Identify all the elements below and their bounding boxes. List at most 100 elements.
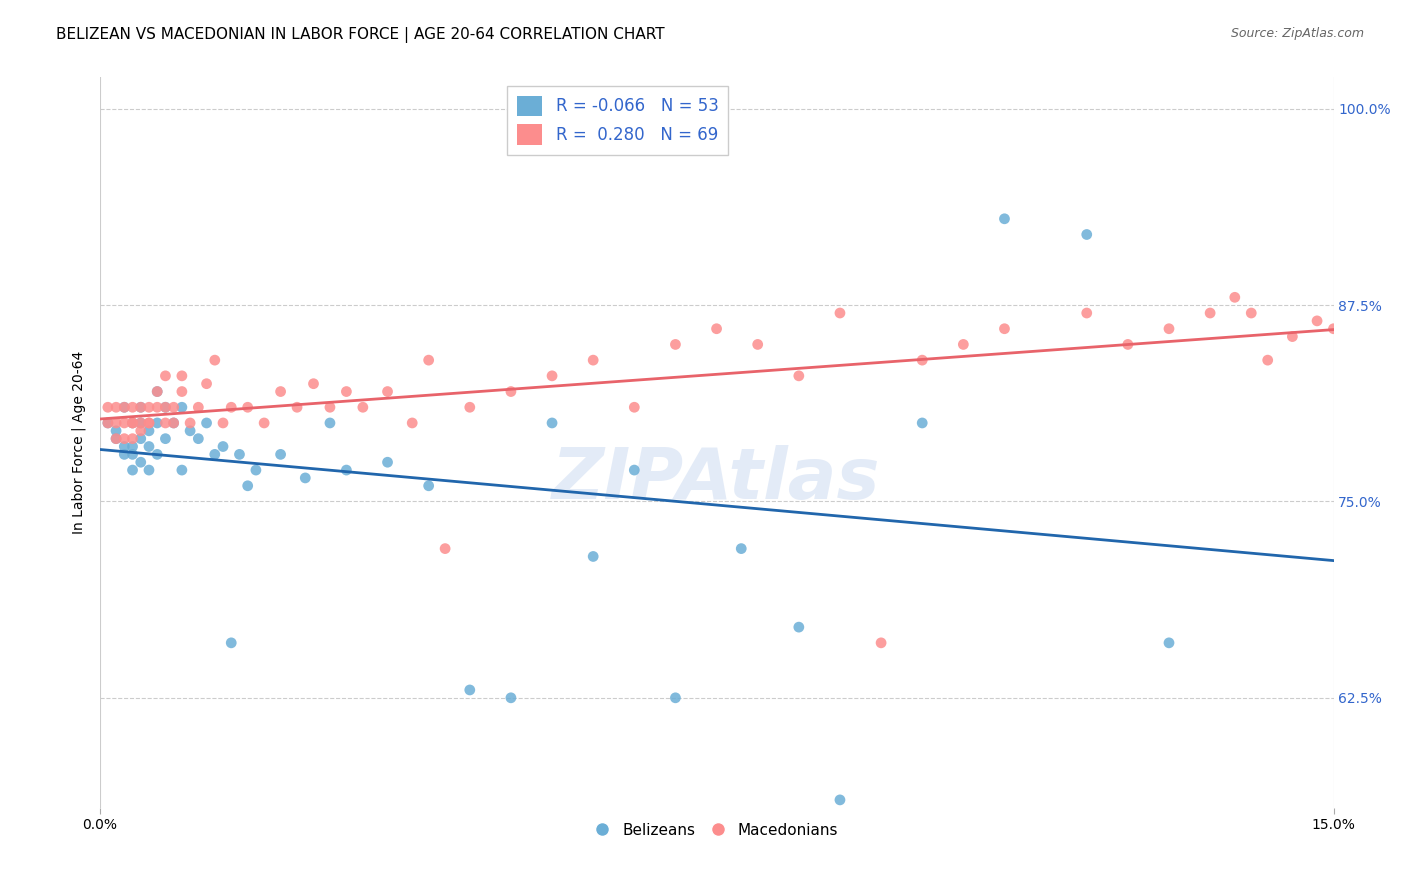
Point	[138, 416, 160, 430]
Point	[828, 793, 851, 807]
Point	[1223, 290, 1246, 304]
Point	[335, 384, 357, 399]
Point	[377, 455, 399, 469]
Point	[146, 447, 169, 461]
Point	[1157, 636, 1180, 650]
Point	[112, 401, 135, 415]
Point	[121, 416, 143, 430]
Point	[1157, 322, 1180, 336]
Point	[1076, 227, 1098, 242]
Point	[146, 384, 169, 399]
Point	[170, 401, 193, 415]
Point	[163, 416, 186, 430]
Point	[97, 416, 120, 430]
Point	[911, 416, 934, 430]
Point	[138, 463, 160, 477]
Point	[541, 416, 564, 430]
Point	[105, 401, 128, 415]
Point	[270, 384, 292, 399]
Point	[129, 401, 152, 415]
Point	[138, 440, 160, 454]
Point	[121, 447, 143, 461]
Point	[582, 549, 605, 564]
Point	[97, 416, 120, 430]
Point	[170, 384, 193, 399]
Point	[993, 322, 1015, 336]
Point	[335, 463, 357, 477]
Point	[319, 416, 342, 430]
Point	[499, 690, 522, 705]
Point	[730, 541, 752, 556]
Point	[129, 416, 152, 430]
Point	[706, 322, 728, 336]
Point	[129, 401, 152, 415]
Point	[228, 447, 250, 461]
Point	[236, 479, 259, 493]
Point	[155, 432, 177, 446]
Y-axis label: In Labor Force | Age 20-64: In Labor Force | Age 20-64	[72, 351, 86, 534]
Point	[105, 416, 128, 430]
Point	[105, 424, 128, 438]
Point	[170, 463, 193, 477]
Point	[294, 471, 316, 485]
Point	[155, 401, 177, 415]
Point	[97, 401, 120, 415]
Point	[270, 447, 292, 461]
Point	[434, 541, 457, 556]
Point	[129, 455, 152, 469]
Point	[112, 440, 135, 454]
Point	[204, 353, 226, 368]
Point	[163, 401, 186, 415]
Point	[138, 424, 160, 438]
Point	[623, 463, 645, 477]
Text: BELIZEAN VS MACEDONIAN IN LABOR FORCE | AGE 20-64 CORRELATION CHART: BELIZEAN VS MACEDONIAN IN LABOR FORCE | …	[56, 27, 665, 43]
Text: ZIPAtlas: ZIPAtlas	[553, 444, 880, 514]
Point	[401, 416, 423, 430]
Point	[787, 368, 810, 383]
Point	[112, 432, 135, 446]
Point	[664, 337, 686, 351]
Point	[952, 337, 974, 351]
Legend: Belizeans, Macedonians: Belizeans, Macedonians	[589, 817, 845, 844]
Point	[828, 306, 851, 320]
Point	[146, 401, 169, 415]
Point	[253, 416, 276, 430]
Point	[121, 432, 143, 446]
Point	[121, 416, 143, 430]
Point	[195, 416, 218, 430]
Point	[204, 447, 226, 461]
Point	[418, 353, 440, 368]
Point	[458, 682, 481, 697]
Point	[1306, 314, 1329, 328]
Point	[1199, 306, 1222, 320]
Point	[179, 416, 201, 430]
Point	[1322, 322, 1344, 336]
Point	[146, 416, 169, 430]
Point	[105, 432, 128, 446]
Point	[138, 401, 160, 415]
Point	[112, 416, 135, 430]
Point	[1281, 329, 1303, 343]
Point	[121, 401, 143, 415]
Point	[219, 401, 242, 415]
Point	[319, 401, 342, 415]
Point	[187, 401, 209, 415]
Point	[121, 463, 143, 477]
Point	[129, 432, 152, 446]
Point	[1257, 353, 1279, 368]
Point	[121, 416, 143, 430]
Point	[112, 401, 135, 415]
Point	[747, 337, 769, 351]
Point	[993, 211, 1015, 226]
Point	[129, 424, 152, 438]
Point	[170, 368, 193, 383]
Point	[138, 416, 160, 430]
Point	[245, 463, 267, 477]
Point	[195, 376, 218, 391]
Point	[1076, 306, 1098, 320]
Point	[121, 440, 143, 454]
Point	[377, 384, 399, 399]
Point	[352, 401, 374, 415]
Point	[664, 690, 686, 705]
Point	[163, 416, 186, 430]
